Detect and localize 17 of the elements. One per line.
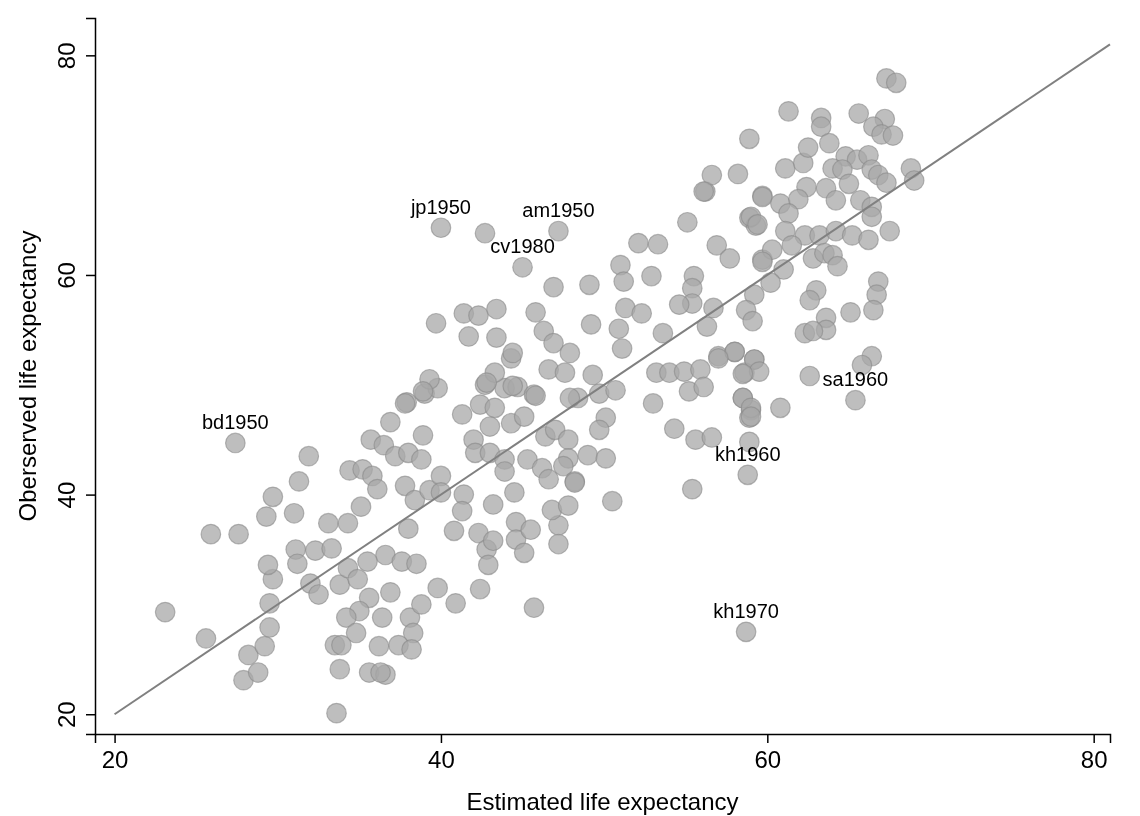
x-axis-title: Estimated life expectancy: [466, 788, 739, 815]
x-tick-label: 60: [754, 745, 782, 773]
y-tick-label: 60: [53, 262, 80, 289]
annotation: jp1950: [409, 195, 471, 218]
x-tick-label: 20: [101, 745, 129, 773]
y-tick-label: 40: [53, 481, 80, 509]
x-tick-label: 40: [428, 745, 455, 773]
x-tick-label: 80: [1080, 745, 1108, 773]
y-tick-label: 20: [53, 701, 80, 729]
y-tick-label: 80: [53, 42, 80, 70]
annotation: am1950: [522, 199, 595, 222]
annotation: sa1960: [822, 368, 889, 391]
y-axis-title: Oberserved life expectancy: [14, 230, 41, 522]
annotation: kh1970: [713, 599, 779, 622]
annotation: bd1950: [201, 410, 269, 433]
annotation: cv1980: [490, 235, 555, 258]
annotation: kh1960: [714, 442, 781, 465]
